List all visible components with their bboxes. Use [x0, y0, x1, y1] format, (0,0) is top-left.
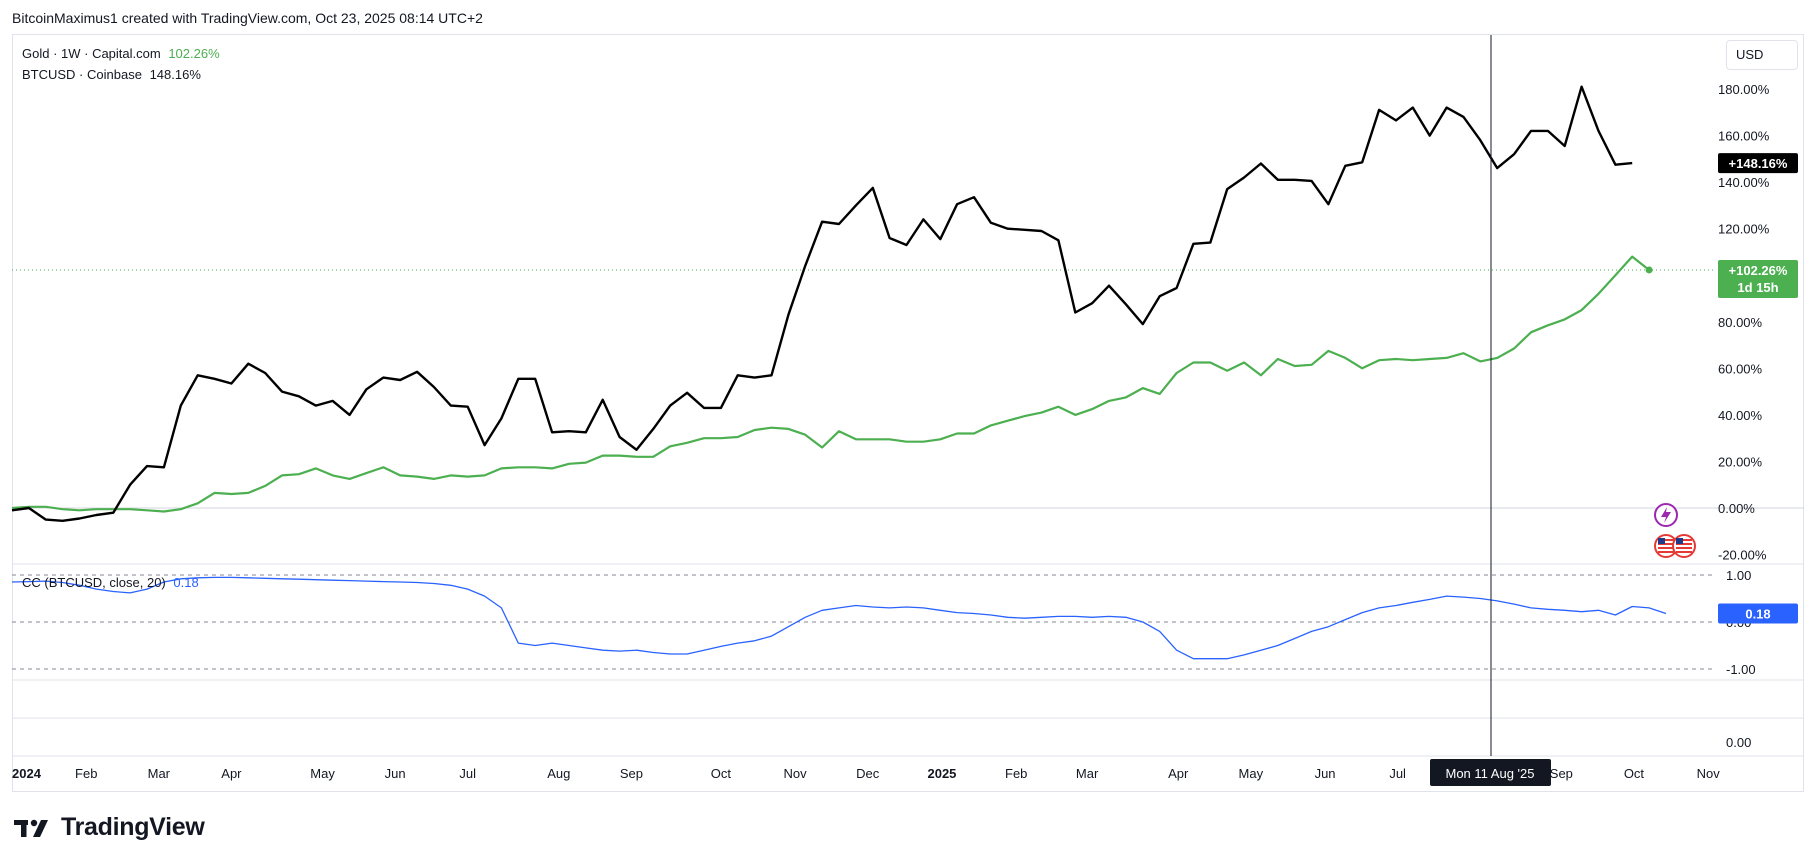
- extra-pane-tick-label: 0.00: [1726, 735, 1751, 750]
- x-tick-label: Dec: [856, 766, 880, 781]
- x-tick-label: Sep: [620, 766, 643, 781]
- x-tick-label: Jun: [1315, 766, 1336, 781]
- tradingview-logo[interactable]: TradingView: [14, 813, 205, 842]
- x-tick-label: May: [310, 766, 335, 781]
- cc-series-line: [11, 576, 1667, 660]
- y-tick-label: 160.00%: [1718, 129, 1770, 144]
- legend-btc[interactable]: BTCUSD · Coinbase 148.16%: [22, 67, 201, 82]
- overlay-layer: Mon 11 Aug '25 +148.16% +102.26% 1d 15h 0.18: [1430, 35, 1798, 786]
- x-tick-label: Nov: [784, 766, 808, 781]
- x-tick-label: May: [1239, 766, 1264, 781]
- x-tick-label: Apr: [221, 766, 242, 781]
- x-tick-label: Jun: [385, 766, 406, 781]
- gold-last-point: [1645, 266, 1653, 274]
- x-tick-label: Sep: [1550, 766, 1573, 781]
- x-tick-label: Mar: [148, 766, 171, 781]
- x-tick-label: 2025: [927, 766, 956, 781]
- y-tick-label: 0.00%: [1718, 501, 1755, 516]
- gold-series-line: [11, 255, 1650, 513]
- currency-button[interactable]: USD: [1726, 40, 1798, 70]
- tradingview-brand-name: TradingView: [61, 813, 205, 841]
- y-tick-label: 180.00%: [1718, 82, 1770, 97]
- legend-gold-name: Gold · 1W · Capital.com: [22, 46, 161, 61]
- axis-layer: 180.00% 160.00% 140.00% 120.00% 80.00% 60.00%…: [12, 82, 1770, 781]
- x-tick-label: Jul: [1389, 766, 1406, 781]
- grid-layer: [12, 269, 1804, 757]
- x-tick-label: Feb: [1005, 766, 1027, 781]
- x-tick-label: Oct: [711, 766, 732, 781]
- tradingview-logo-icon: [14, 819, 48, 837]
- gold-last-badge-text: 1d 15h: [1737, 280, 1778, 295]
- crosshair-date-badge: [1430, 759, 1551, 786]
- cc-y-tick-label: 1.00: [1726, 568, 1751, 583]
- crosshair-date-label: Mon 11 Aug '25: [1446, 766, 1535, 781]
- y-tick-label: 120.00%: [1718, 222, 1770, 237]
- x-tick-label: Nov: [1697, 766, 1721, 781]
- y-tick-label: -20.00%: [1718, 548, 1767, 563]
- y-tick-label: 140.00%: [1718, 175, 1770, 190]
- cc-last-badge-text: 0.18: [1745, 607, 1770, 622]
- gold-last-badge-text: +102.26%: [1729, 263, 1788, 278]
- x-tick-label: Oct: [1624, 766, 1645, 781]
- gold-last-badge-bg: [1718, 259, 1798, 298]
- legend-gold[interactable]: Gold · 1W · Capital.com 102.26%: [22, 46, 220, 61]
- btc-series-line: [11, 85, 1633, 522]
- series-layer: [11, 85, 1667, 660]
- cc-last-badge-bg: [1718, 603, 1798, 624]
- chart-attribution: BitcoinMaximus1 created with TradingView…: [12, 10, 483, 26]
- lightning-event-icon[interactable]: [1654, 503, 1678, 527]
- legend-cc-value: 0.18: [173, 575, 199, 590]
- legend-cc-name: CC (BTCUSD, close, 20): [22, 575, 166, 590]
- y-tick-label: 20.00%: [1718, 454, 1763, 469]
- legend-btc-value: 148.16%: [149, 67, 201, 82]
- legend-gold-value: 102.26%: [168, 46, 220, 61]
- x-tick-label: Apr: [1168, 766, 1189, 781]
- x-tick-label: Mar: [1076, 766, 1099, 781]
- y-tick-label: 40.00%: [1718, 408, 1763, 423]
- x-tick-label: 2024: [12, 766, 42, 781]
- y-tick-label: 80.00%: [1718, 315, 1763, 330]
- x-tick-label: Feb: [75, 766, 97, 781]
- x-tick-label: Aug: [547, 766, 570, 781]
- y-tick-label: 60.00%: [1718, 361, 1763, 376]
- cc-y-tick-label: -1.00: [1726, 662, 1756, 677]
- btc-last-badge-bg: [1718, 153, 1798, 174]
- btc-last-badge-text: +148.16%: [1729, 156, 1788, 171]
- legend-btc-name: BTCUSD · Coinbase: [22, 67, 142, 82]
- legend-cc[interactable]: CC (BTCUSD, close, 20) 0.18: [22, 575, 199, 590]
- us-flag-event-icon[interactable]: [1654, 534, 1696, 558]
- x-tick-label: Jul: [459, 766, 476, 781]
- chart-frame[interactable]: [12, 34, 1804, 792]
